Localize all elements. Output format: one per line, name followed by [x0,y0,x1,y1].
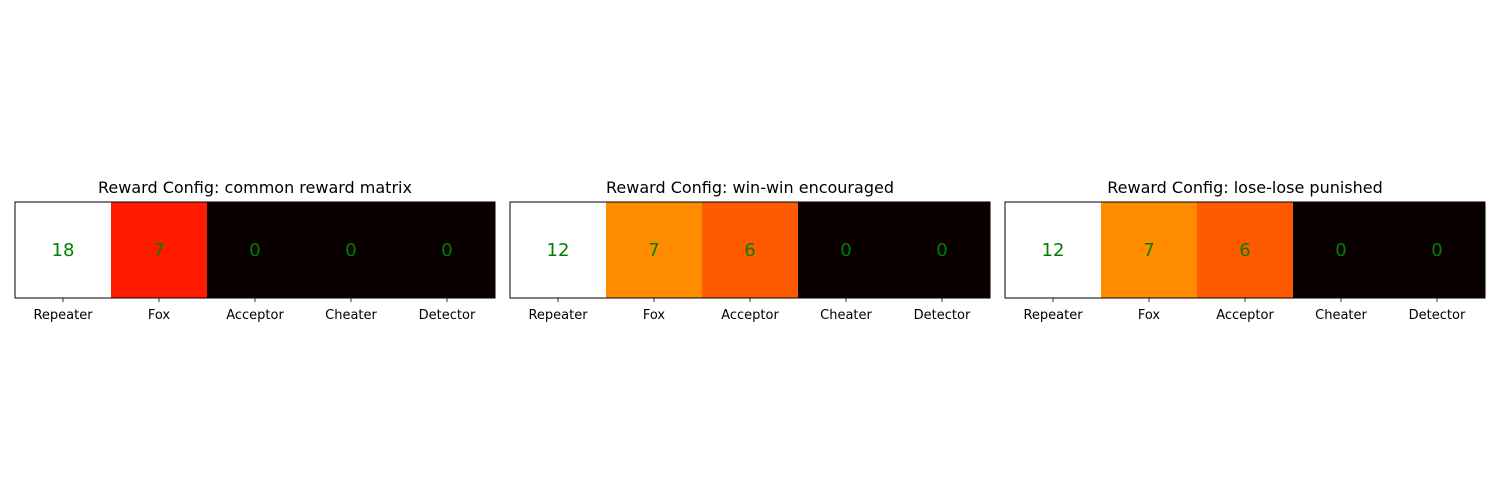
cell-value-label: 12 [1042,240,1065,261]
panel-title: Reward Config: win-win encouraged [606,178,894,197]
heatmap-cell [510,202,606,298]
panel-title: Reward Config: common reward matrix [98,178,412,197]
x-tick-label: Fox [643,308,666,323]
cell-value-label: 7 [153,240,164,261]
cell-value-label: 7 [648,240,659,261]
x-tick-label: Cheater [820,308,872,323]
heatmap-panel-3: Reward Config: lose-lose punished 12 Repea… [1004,178,1486,323]
cell-value-label: 18 [52,240,75,261]
x-tick-label: Fox [148,308,171,323]
cell-value-label: 6 [744,240,755,261]
heatmap-cell [606,202,702,298]
cell-value-label: 6 [1239,240,1250,261]
heatmap-cell [894,202,990,298]
heatmap-cell [15,202,111,298]
x-tick-label: Detector [419,308,476,323]
cell-value-label: 12 [547,240,570,261]
heatmap-cell [399,202,495,298]
x-tick-label: Fox [1138,308,1161,323]
cell-value-label: 0 [936,240,947,261]
cell-value-label: 0 [249,240,260,261]
x-tick-label: Detector [1409,308,1466,323]
cell-value-label: 0 [1335,240,1346,261]
x-tick-label: Acceptor [226,308,284,323]
x-tick-label: Repeater [528,308,588,323]
heatmap-cell [1101,202,1197,298]
heatmap-cell [702,202,798,298]
x-tick-label: Acceptor [1216,308,1274,323]
panel-title: Reward Config: lose-lose punished [1107,178,1383,197]
cell-value-label: 0 [441,240,452,261]
heatmap-cell [798,202,894,298]
heatmap-cell [207,202,303,298]
heatmap-cell [303,202,399,298]
axes-frame [1004,201,1486,299]
x-tick-label: Cheater [325,308,377,323]
x-tick-label: Detector [914,308,971,323]
x-tick-label: Acceptor [721,308,779,323]
cell-value-label: 0 [840,240,851,261]
heatmap-cell [111,202,207,298]
heatmap-panel-2: Reward Config: win-win encouraged 12 Repea… [509,178,991,323]
heatmap-cell [1293,202,1389,298]
cell-value-label: 0 [345,240,356,261]
cell-value-label: 0 [1431,240,1442,261]
heatmap-cell [1389,202,1485,298]
axes-frame [509,201,991,299]
cell-value-label: 7 [1143,240,1154,261]
heatmap-cell [1197,202,1293,298]
x-tick-label: Repeater [33,308,93,323]
heatmap-cell [1005,202,1101,298]
heatmap-panel-1: Reward Config: common reward matrix 18 Rep… [14,178,496,323]
x-tick-label: Cheater [1315,308,1367,323]
x-tick-label: Repeater [1023,308,1083,323]
axes-frame [14,201,496,299]
